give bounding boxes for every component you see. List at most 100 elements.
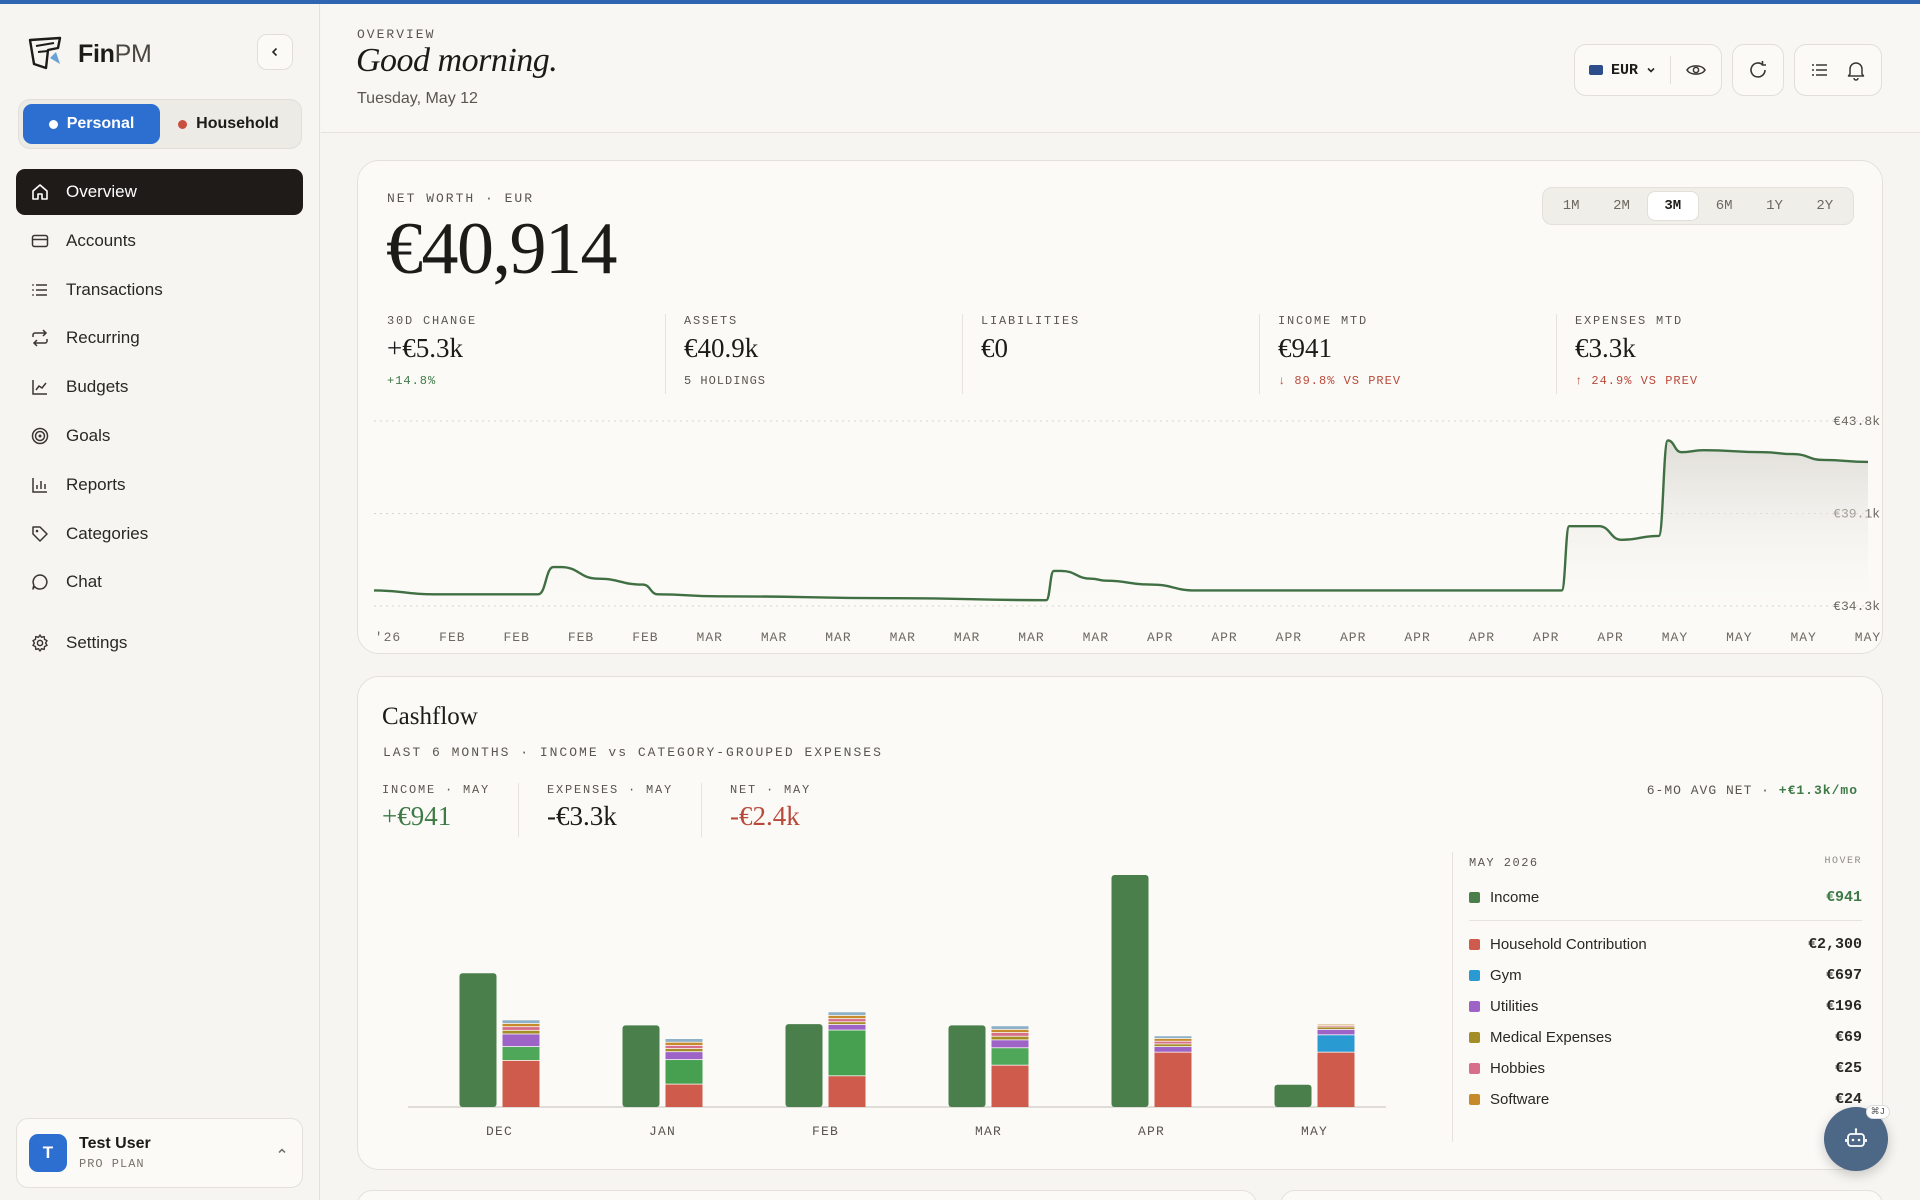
expense-segment[interactable] xyxy=(991,1033,1029,1036)
expense-segment[interactable] xyxy=(1154,1044,1192,1047)
ai-assistant-button[interactable]: ⌘J xyxy=(1824,1105,1890,1171)
expense-segment[interactable] xyxy=(502,1027,540,1030)
x-tick-label: MAR xyxy=(890,630,916,645)
range-1y[interactable]: 1Y xyxy=(1766,198,1783,214)
nav-item-chat[interactable]: Chat xyxy=(16,559,303,605)
nav-item-settings[interactable]: Settings xyxy=(16,620,303,666)
stat-label: EXPENSES · MAY xyxy=(547,783,674,797)
legend-row[interactable]: Software €24 xyxy=(1469,1084,1862,1115)
expense-segment[interactable] xyxy=(991,1048,1029,1065)
nav-label: Chat xyxy=(66,572,102,592)
space-household-button[interactable]: Household xyxy=(160,104,297,144)
net-worth-chart[interactable]: €43.8k€39.1k€34.3k'26FEBFEBFEBFEBMARMARM… xyxy=(358,401,1884,653)
expense-segment[interactable] xyxy=(1317,1052,1355,1107)
expense-segment[interactable] xyxy=(665,1048,703,1052)
income-bar[interactable] xyxy=(459,973,497,1107)
x-tick-label: APR xyxy=(1211,630,1237,645)
nav-item-goals[interactable]: Goals xyxy=(16,413,303,459)
collapse-sidebar-button[interactable] xyxy=(257,34,293,70)
range-3m[interactable]: 3M xyxy=(1646,191,1699,221)
nav-item-recurring[interactable]: Recurring xyxy=(16,315,303,361)
expense-segment[interactable] xyxy=(1154,1052,1192,1107)
range-1m[interactable]: 1M xyxy=(1562,198,1580,214)
nav-item-reports[interactable]: Reports xyxy=(16,462,303,508)
expense-segment[interactable] xyxy=(502,1023,540,1027)
income-bar[interactable] xyxy=(785,1024,823,1107)
expense-segment[interactable] xyxy=(665,1052,703,1060)
activity-list-icon[interactable] xyxy=(1809,59,1831,81)
income-bar[interactable] xyxy=(1274,1084,1312,1107)
bar-chart-icon xyxy=(32,477,47,493)
currency-select[interactable]: EUR xyxy=(1588,61,1656,79)
expense-segment[interactable] xyxy=(828,1076,866,1107)
range-2m[interactable]: 2M xyxy=(1613,198,1630,214)
stat-label: INCOME MTD xyxy=(1278,314,1369,328)
nav-item-budgets[interactable]: Budgets xyxy=(16,364,303,410)
brand[interactable]: FinPM xyxy=(26,34,152,74)
income-bar[interactable] xyxy=(948,1025,986,1107)
currency-label: EUR xyxy=(1610,61,1638,79)
expense-segment[interactable] xyxy=(502,1030,540,1034)
legend-row[interactable]: Medical Expenses €69 xyxy=(1469,1022,1862,1053)
legend-row[interactable]: Utilities €196 xyxy=(1469,991,1862,1022)
expense-segment[interactable] xyxy=(991,1065,1029,1107)
expense-segment[interactable] xyxy=(1317,1035,1355,1052)
cashflow-chart[interactable]: DEC JAN FEB MAR APR MAY xyxy=(398,867,1388,1157)
expense-segment[interactable] xyxy=(991,1029,1029,1033)
expense-segment[interactable] xyxy=(502,1047,540,1061)
range-2y[interactable]: 2Y xyxy=(1816,198,1834,214)
expense-segment[interactable] xyxy=(1154,1036,1192,1039)
x-tick-label: FEB xyxy=(812,1124,839,1139)
expense-segment[interactable] xyxy=(991,1026,1029,1030)
expense-segment[interactable] xyxy=(1317,1024,1355,1026)
x-tick-label: MAR xyxy=(697,630,723,645)
x-tick-label: MAY xyxy=(1662,630,1688,645)
expense-segment[interactable] xyxy=(1154,1038,1192,1041)
space-personal-button[interactable]: Personal xyxy=(23,104,160,144)
cashflow-average: 6-MO AVG NET · +€1.3k/mo xyxy=(1647,783,1858,798)
expense-segment[interactable] xyxy=(1317,1027,1355,1030)
expense-segment[interactable] xyxy=(828,1012,866,1016)
x-tick-label: '26 xyxy=(375,630,401,645)
nav-item-transactions[interactable]: Transactions xyxy=(16,267,303,313)
expense-segment[interactable] xyxy=(665,1038,703,1042)
refresh-button[interactable] xyxy=(1732,44,1784,96)
expense-segment[interactable] xyxy=(502,1020,540,1024)
user-menu[interactable]: T Test User PRO PLAN xyxy=(16,1118,303,1188)
bell-icon[interactable] xyxy=(1845,59,1867,81)
stat-value: €3.3k xyxy=(1575,333,1636,363)
eye-icon[interactable] xyxy=(1685,59,1707,81)
expense-segment[interactable] xyxy=(1317,1029,1355,1035)
expense-segment[interactable] xyxy=(991,1036,1029,1040)
expense-segment[interactable] xyxy=(665,1084,703,1107)
expense-segment[interactable] xyxy=(1154,1047,1192,1052)
legend-row-income[interactable]: Income €941 xyxy=(1469,882,1862,913)
nav-item-accounts[interactable]: Accounts xyxy=(16,218,303,264)
stat-expenses-mtd: EXPENSES MTD €3.3k ↑ 24.9% VS PREV xyxy=(1557,314,1853,394)
expense-segment[interactable] xyxy=(828,1022,866,1025)
income-bar[interactable] xyxy=(622,1025,660,1107)
range-6m[interactable]: 6M xyxy=(1715,198,1733,214)
expense-segment[interactable] xyxy=(1317,1025,1355,1027)
expense-segment[interactable] xyxy=(828,1024,866,1030)
stat-sub: ↑ 24.9% VS PREV xyxy=(1575,374,1699,388)
expense-segment[interactable] xyxy=(502,1034,540,1047)
legend-row[interactable]: Household Contribution €2,300 xyxy=(1469,929,1862,960)
expense-segment[interactable] xyxy=(991,1040,1029,1048)
expense-segment[interactable] xyxy=(665,1045,703,1049)
legend-value: €196 xyxy=(1825,998,1862,1015)
legend-row[interactable]: Gym €697 xyxy=(1469,960,1862,991)
expense-segment[interactable] xyxy=(665,1042,703,1045)
nav-item-overview[interactable]: Overview xyxy=(16,169,303,215)
income-bar[interactable] xyxy=(1111,875,1149,1107)
nav-item-categories[interactable]: Categories xyxy=(16,511,303,557)
legend-label: Household Contribution xyxy=(1490,936,1647,953)
expense-segment[interactable] xyxy=(665,1060,703,1084)
expense-segment[interactable] xyxy=(502,1060,540,1107)
expense-segment[interactable] xyxy=(828,1030,866,1076)
expense-segment[interactable] xyxy=(1154,1041,1192,1044)
expense-segment[interactable] xyxy=(828,1015,866,1019)
top-accent-bar xyxy=(0,0,1920,4)
expense-segment[interactable] xyxy=(828,1019,866,1022)
legend-row[interactable]: Hobbies €25 xyxy=(1469,1053,1862,1084)
